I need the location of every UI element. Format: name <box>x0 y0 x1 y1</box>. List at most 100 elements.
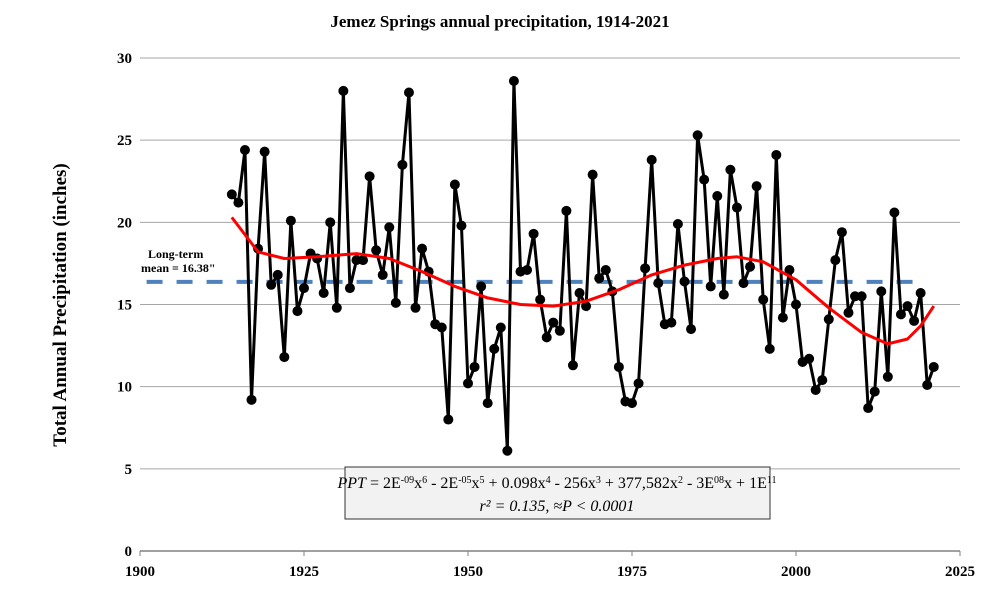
data-point <box>226 189 237 200</box>
data-point <box>810 384 821 395</box>
data-point <box>922 380 933 391</box>
data-point <box>823 314 834 325</box>
data-point <box>495 322 506 333</box>
precipitation-line <box>230 80 936 451</box>
data-point <box>751 181 762 192</box>
data-point <box>869 386 880 397</box>
data-point <box>672 218 683 229</box>
data-point <box>666 317 677 328</box>
data-point <box>745 261 756 272</box>
data-point <box>764 343 775 354</box>
data-point <box>325 217 336 228</box>
data-point <box>915 287 926 298</box>
data-point <box>830 255 841 266</box>
data-point <box>712 191 723 202</box>
data-point <box>928 361 939 372</box>
data-point <box>318 287 329 298</box>
data-point <box>377 269 388 280</box>
data-point <box>489 343 500 354</box>
data-point <box>469 361 480 372</box>
data-point <box>738 278 749 289</box>
y-tick-label: 0 <box>125 544 133 560</box>
data-point <box>528 228 539 239</box>
data-point <box>554 325 565 336</box>
data-point <box>476 281 487 292</box>
data-point <box>856 291 867 302</box>
mean-label-line2: mean = 16.38" <box>141 261 216 275</box>
r-squared-text: r² = 0.135, ≈P < 0.0001 <box>480 498 635 515</box>
data-point <box>397 159 408 170</box>
data-point <box>522 264 533 275</box>
data-point <box>502 445 513 456</box>
data-point <box>679 276 690 287</box>
data-point <box>836 227 847 238</box>
x-tick-label: 1975 <box>617 564 647 580</box>
data-point <box>817 375 828 386</box>
data-point <box>239 145 250 156</box>
data-point <box>358 255 369 266</box>
x-tick-label: 1925 <box>289 564 319 580</box>
data-point <box>410 302 421 313</box>
trend-curve <box>230 216 936 346</box>
data-point <box>882 371 893 382</box>
data-point <box>594 273 605 284</box>
data-point <box>344 283 355 294</box>
data-point <box>771 149 782 160</box>
data-point <box>272 269 283 280</box>
data-point <box>390 297 401 308</box>
data-point <box>443 414 454 425</box>
data-point <box>587 169 598 180</box>
equation-box <box>344 466 771 520</box>
data-point <box>285 215 296 226</box>
data-point <box>889 207 900 218</box>
y-tick-label: 15 <box>117 298 132 314</box>
data-point <box>299 283 309 294</box>
chart-title: Jemez Springs annual precipitation, 1914… <box>330 12 669 31</box>
data-point <box>784 264 795 275</box>
data-point <box>456 220 467 231</box>
data-point <box>246 394 257 405</box>
x-tick-label: 2025 <box>945 564 975 580</box>
data-point <box>686 324 697 335</box>
x-tick-label: 1900 <box>125 564 155 580</box>
data-point <box>692 130 703 141</box>
x-tick-label: 1950 <box>453 564 483 580</box>
y-tick-label: 5 <box>125 462 133 478</box>
data-point <box>449 179 460 190</box>
y-axis-label: Total Annual Precipitation (inches) <box>50 163 71 446</box>
data-point <box>699 174 710 185</box>
x-tick-label: 2000 <box>781 564 811 580</box>
data-point <box>567 360 578 371</box>
data-point <box>718 289 729 300</box>
y-tick-label: 30 <box>117 51 132 67</box>
data-point <box>266 279 277 290</box>
y-tick-label: 10 <box>117 380 132 396</box>
data-point <box>758 294 769 305</box>
data-point <box>627 398 637 409</box>
data-point <box>417 243 428 254</box>
data-point <box>902 301 913 312</box>
data-point <box>777 312 788 323</box>
data-point <box>338 85 349 96</box>
data-point <box>581 301 592 312</box>
data-point <box>731 202 742 213</box>
data-point <box>646 154 657 165</box>
data-point <box>384 222 395 233</box>
data-point <box>640 263 651 274</box>
data-point <box>574 287 585 298</box>
data-point <box>436 322 447 333</box>
data-point <box>613 361 624 372</box>
y-tick-label: 20 <box>117 215 132 231</box>
data-point <box>791 299 801 310</box>
data-point <box>508 76 519 87</box>
data-point <box>279 352 290 363</box>
data-point <box>804 353 815 364</box>
data-point <box>548 317 559 328</box>
data-point <box>403 87 414 98</box>
equation-text: PPT = 2E-09x6 - 2E-05x5 + 0.098x4 - 256x… <box>337 475 777 493</box>
data-point <box>909 315 920 326</box>
data-point <box>600 264 611 275</box>
data-point <box>541 332 552 343</box>
data-point <box>725 164 736 175</box>
